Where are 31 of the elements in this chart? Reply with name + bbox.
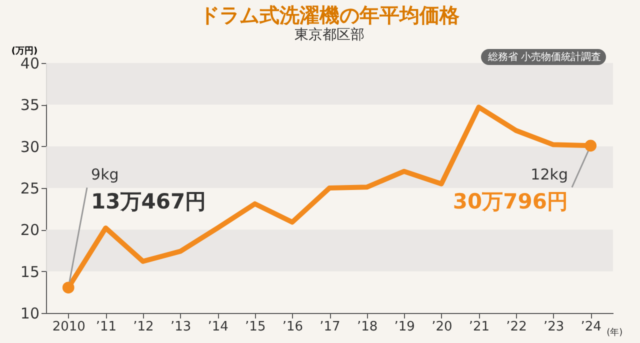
x-tick-label: ’24 (580, 320, 602, 334)
chart-title: ドラム式洗濯機の年平均価格 (200, 3, 460, 27)
text: 総務省 小売物価統計調査 (486, 51, 601, 63)
x-tick-label: ’15 (245, 320, 266, 334)
y-tick-label: 30 (20, 138, 40, 156)
x-tick-label: ’11 (96, 320, 117, 334)
annotation: 9kg (91, 166, 119, 184)
annotation: 30万796円 (452, 189, 568, 214)
x-tick-label: ’12 (133, 320, 154, 334)
x-tick-label: ’21 (468, 320, 490, 334)
annotation: 13万467円 (91, 190, 206, 214)
x-tick-label: ’17 (320, 320, 340, 334)
x-tick-label: ’22 (506, 320, 527, 334)
chart-subtitle: 東京都区部 (294, 27, 364, 43)
x-tick-label: ’16 (282, 320, 304, 334)
x-tick-label: ’13 (170, 320, 192, 334)
y-tick-label: 10 (20, 304, 40, 322)
x-tick-label: ’19 (394, 320, 415, 334)
x-tick-label: ’18 (356, 320, 378, 334)
x-axis-title: (年) (606, 327, 623, 338)
x-tick-label: 2010 (52, 320, 86, 334)
y-tick-label: 35 (20, 96, 40, 114)
y-tick-label: 15 (20, 262, 40, 281)
x-tick-label: ’20 (432, 320, 452, 334)
y-axis-title: (万円) (11, 46, 38, 56)
y-tick-label: 25 (20, 180, 40, 198)
y-tick-label: 40 (20, 54, 40, 72)
x-tick-label: ’14 (208, 320, 228, 334)
y-tick-label: 20 (20, 221, 40, 240)
annotation: 12kg (530, 165, 568, 184)
x-tick-label: ’23 (543, 320, 564, 334)
